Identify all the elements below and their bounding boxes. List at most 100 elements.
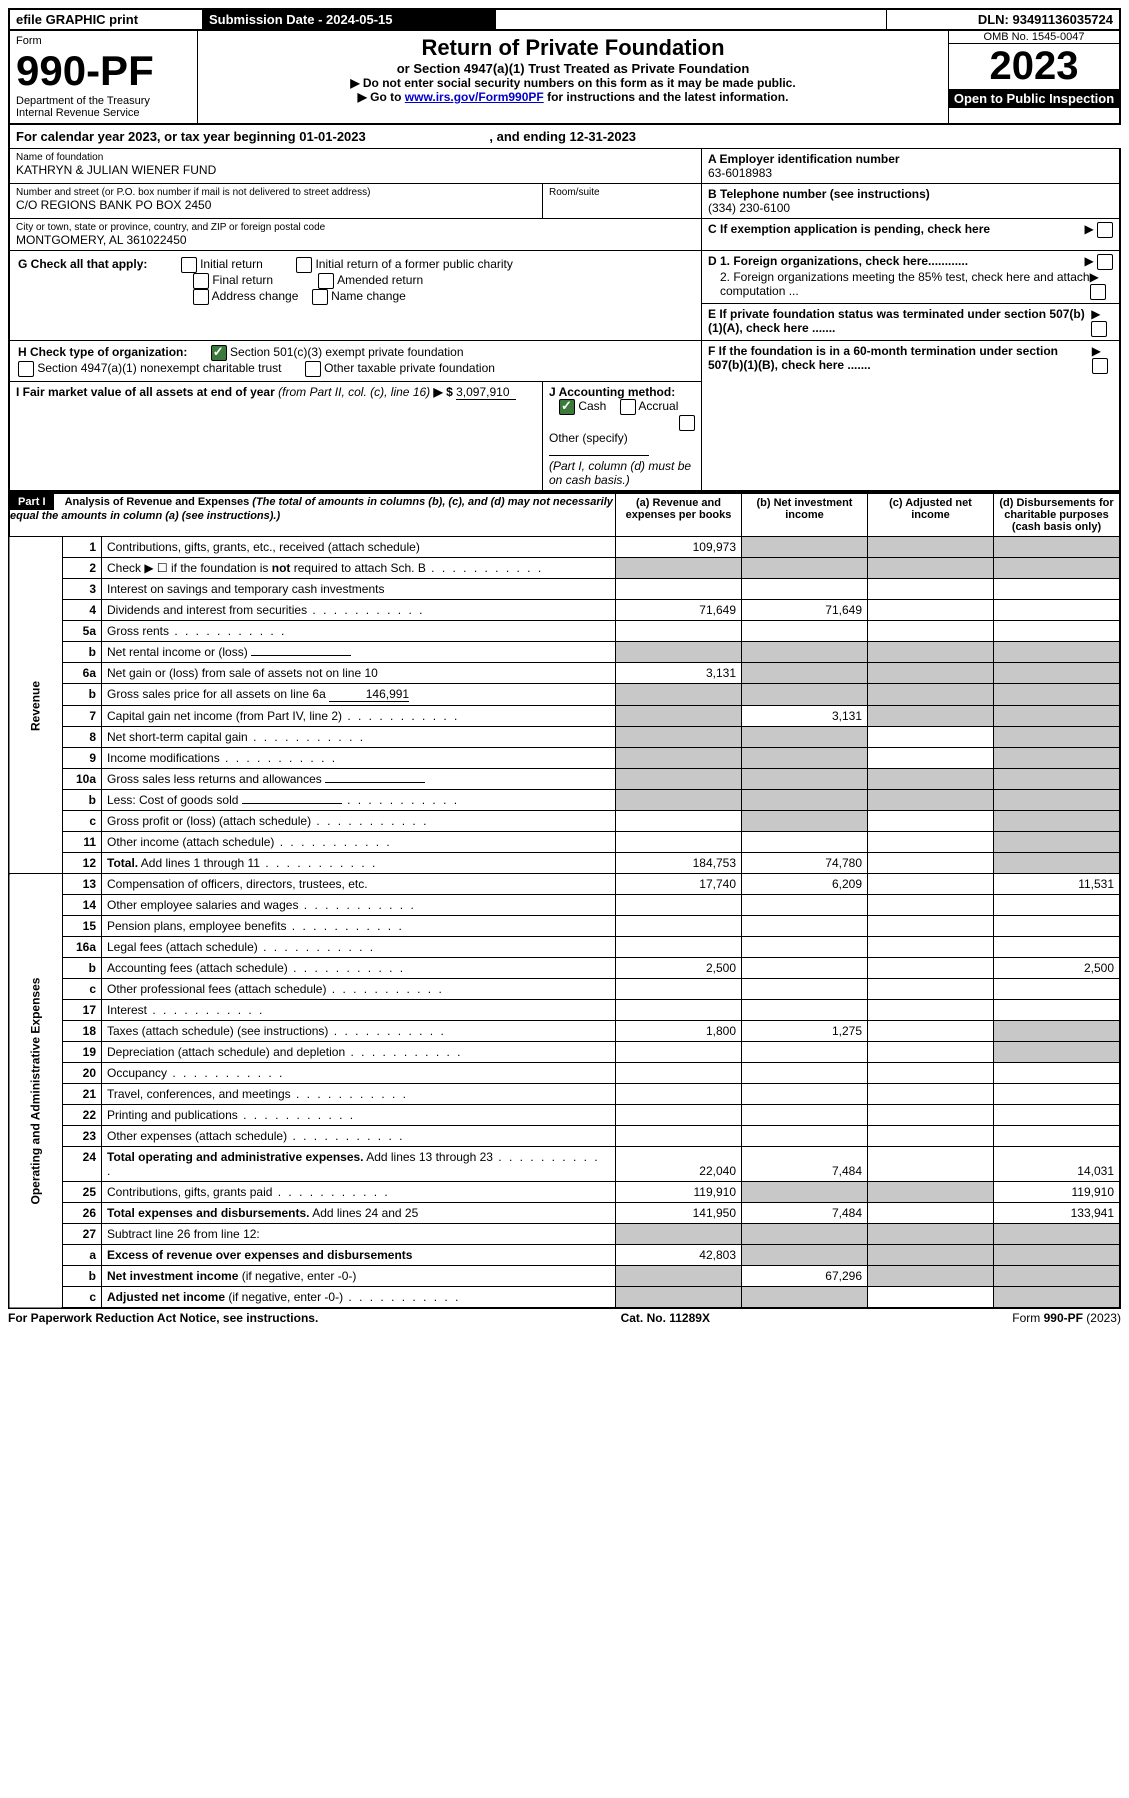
table-row: cOther professional fees (attach schedul… [9,979,1120,1000]
table-row: 4Dividends and interest from securities7… [9,600,1120,621]
g-name-change[interactable] [312,289,328,305]
efile-cell[interactable]: efile GRAPHIC print [9,9,203,30]
table-row: 19Depreciation (attach schedule) and dep… [9,1042,1120,1063]
table-row: 27Subtract line 26 from line 12: [9,1224,1120,1245]
table-row: 5aGross rents [9,621,1120,642]
f-checkbox[interactable] [1092,358,1108,374]
table-row: 3Interest on savings and temporary cash … [9,579,1120,600]
table-row: 23Other expenses (attach schedule) [9,1126,1120,1147]
table-row: aExcess of revenue over expenses and dis… [9,1245,1120,1266]
d1-label: D 1. Foreign organizations, check here..… [708,254,968,268]
tax-year: 2023 [949,44,1119,89]
table-row: 24Total operating and administrative exp… [9,1147,1120,1182]
form-word: Form [16,35,191,47]
j-other[interactable] [679,415,695,431]
footer-mid: Cat. No. 11289X [621,1311,710,1325]
table-row: 11Other income (attach schedule) [9,832,1120,853]
form-title: Return of Private Foundation [204,35,942,61]
d2-checkbox[interactable] [1090,284,1106,300]
table-row: 9Income modifications [9,748,1120,769]
table-row: cGross profit or (loss) (attach schedule… [9,811,1120,832]
city-label: City or town, state or province, country… [16,222,695,233]
table-row: 16aLegal fees (attach schedule) [9,937,1120,958]
table-row: 21Travel, conferences, and meetings [9,1084,1120,1105]
e-label: E If private foundation status was termi… [708,307,1091,335]
table-row: 20Occupancy [9,1063,1120,1084]
info-table: Name of foundation KATHRYN & JULIAN WIEN… [8,148,1121,492]
dln: DLN: 93491136035724 [887,9,1121,30]
h-label: H Check type of organization: [18,345,187,359]
omb-number: OMB No. 1545-0047 [949,31,1119,44]
city-value: MONTGOMERY, AL 361022450 [16,233,695,247]
address: C/O REGIONS BANK PO BOX 2450 [16,198,536,212]
col-b-header: (b) Net investment income [742,493,868,537]
form-subtitle: or Section 4947(a)(1) Trust Treated as P… [204,61,942,76]
i-label: I Fair market value of all assets at end… [16,385,278,399]
submission-date: Submission Date - 2024-05-15 [203,9,496,30]
footer-right: Form 990-PF (2023) [1012,1311,1121,1325]
fmv-value: 3,097,910 [456,385,516,400]
table-row: 8Net short-term capital gain [9,727,1120,748]
instr-2: ▶ Go to www.irs.gov/Form990PF for instru… [204,90,942,104]
g-amended[interactable] [318,273,334,289]
d1-checkbox[interactable] [1097,254,1113,270]
instr-1: ▶ Do not enter social security numbers o… [204,76,942,90]
h-other-taxable[interactable] [305,361,321,377]
open-inspection: Open to Public Inspection [949,89,1119,108]
col-c-header: (c) Adjusted net income [868,493,994,537]
foundation-name: KATHRYN & JULIAN WIENER FUND [16,163,695,177]
table-row: bAccounting fees (attach schedule)2,5002… [9,958,1120,979]
footer: For Paperwork Reduction Act Notice, see … [8,1309,1121,1325]
form-header: Form 990-PF Department of the Treasury I… [8,31,1121,125]
h-501c3[interactable] [211,345,227,361]
phone-value: (334) 230-6100 [708,201,1113,215]
table-row: 22Printing and publications [9,1105,1120,1126]
dept-treasury: Department of the Treasury [16,95,191,107]
table-row: bNet rental income or (loss) [9,642,1120,663]
table-row: 15Pension plans, employee benefits [9,916,1120,937]
c-label: C If exemption application is pending, c… [708,222,990,236]
table-row: 12Total. Add lines 1 through 11184,75374… [9,853,1120,874]
table-row: 14Other employee salaries and wages [9,895,1120,916]
phone-label: B Telephone number (see instructions) [708,187,1113,201]
e-checkbox[interactable] [1091,321,1107,337]
c-checkbox[interactable] [1097,222,1113,238]
room-label: Room/suite [549,187,695,198]
table-row: 2Check ▶ ☐ if the foundation is not requ… [9,558,1120,579]
col-d-header: (d) Disbursements for charitable purpose… [994,493,1121,537]
table-row: 10aGross sales less returns and allowanc… [9,769,1120,790]
g-address-change[interactable] [193,289,209,305]
irs: Internal Revenue Service [16,107,191,119]
table-row: 17Interest [9,1000,1120,1021]
table-row: 6aNet gain or (loss) from sale of assets… [9,663,1120,684]
footer-left: For Paperwork Reduction Act Notice, see … [8,1311,318,1325]
table-row: 26Total expenses and disbursements. Add … [9,1203,1120,1224]
name-label: Name of foundation [16,152,695,163]
g-final-return[interactable] [193,273,209,289]
j-accrual[interactable] [620,399,636,415]
j-note: (Part I, column (d) must be on cash basi… [549,459,691,487]
g-initial-return[interactable] [181,257,197,273]
table-row: 7Capital gain net income (from Part IV, … [9,706,1120,727]
g-label: G Check all that apply: [18,257,147,271]
g-initial-former[interactable] [296,257,312,273]
side-label: Operating and Administrative Expenses [9,874,63,1309]
side-label: Revenue [9,537,63,874]
form990pf-link[interactable]: www.irs.gov/Form990PF [405,90,544,104]
table-row: bLess: Cost of goods sold [9,790,1120,811]
ein-value: 63-6018983 [708,166,1113,180]
table-row: Revenue1Contributions, gifts, grants, et… [9,537,1120,558]
j-label: J Accounting method: [549,385,675,399]
table-row: cAdjusted net income (if negative, enter… [9,1287,1120,1309]
form-number: 990-PF [16,47,191,95]
d2-label: 2. Foreign organizations meeting the 85%… [720,270,1090,298]
addr-label: Number and street (or P.O. box number if… [16,187,536,198]
j-cash[interactable] [559,399,575,415]
ein-label: A Employer identification number [708,152,1113,166]
f-label: F If the foundation is in a 60-month ter… [708,344,1092,372]
calendar-year-row: For calendar year 2023, or tax year begi… [8,125,1129,148]
part1-table: Part I Analysis of Revenue and Expenses … [8,492,1121,1309]
table-row: bGross sales price for all assets on lin… [9,684,1120,706]
h-4947[interactable] [18,361,34,377]
top-bar: efile GRAPHIC print Submission Date - 20… [8,8,1121,31]
